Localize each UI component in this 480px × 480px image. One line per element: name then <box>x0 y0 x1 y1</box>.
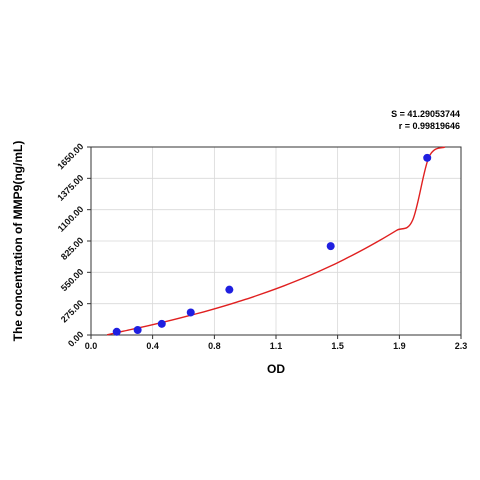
data-point <box>326 242 335 251</box>
data-point <box>186 308 195 317</box>
data-point <box>112 327 121 336</box>
data-point <box>225 285 234 294</box>
x-tick-label: 1.1 <box>270 341 283 351</box>
y-axis-label: The concentration of MMP9(ng/mL) <box>11 141 25 342</box>
y-tick-label: 1650.00 <box>55 141 85 171</box>
point-layer <box>112 153 432 336</box>
r-statistic: r = 0.99819646 <box>399 121 460 131</box>
x-tick-label: 1.5 <box>331 341 344 351</box>
x-tick-label: 0.8 <box>208 341 221 351</box>
tick-layer: 0.0 0.4 0.8 1.1 1.5 1.9 2.3 0.00 275.00 550.00 825… <box>55 141 467 351</box>
x-tick-label: 1.9 <box>393 341 406 351</box>
data-point <box>157 319 166 328</box>
y-tick-label: 1375.00 <box>55 173 85 203</box>
x-axis-label: OD <box>267 362 285 376</box>
y-tick-label: 275.00 <box>59 298 86 325</box>
data-point <box>133 325 142 334</box>
y-tick-label: 550.00 <box>59 267 86 294</box>
data-point <box>423 153 432 162</box>
x-tick-label: 0.0 <box>85 341 98 351</box>
y-tick-label: 1100.00 <box>56 204 86 234</box>
x-tick-label: 2.3 <box>455 341 468 351</box>
x-tick-label: 0.4 <box>146 341 159 351</box>
s-statistic: S = 41.29053744 <box>391 109 460 119</box>
y-tick-label: 0.00 <box>66 329 85 348</box>
grid-layer <box>91 147 461 335</box>
y-tick-label: 825.00 <box>59 235 86 262</box>
